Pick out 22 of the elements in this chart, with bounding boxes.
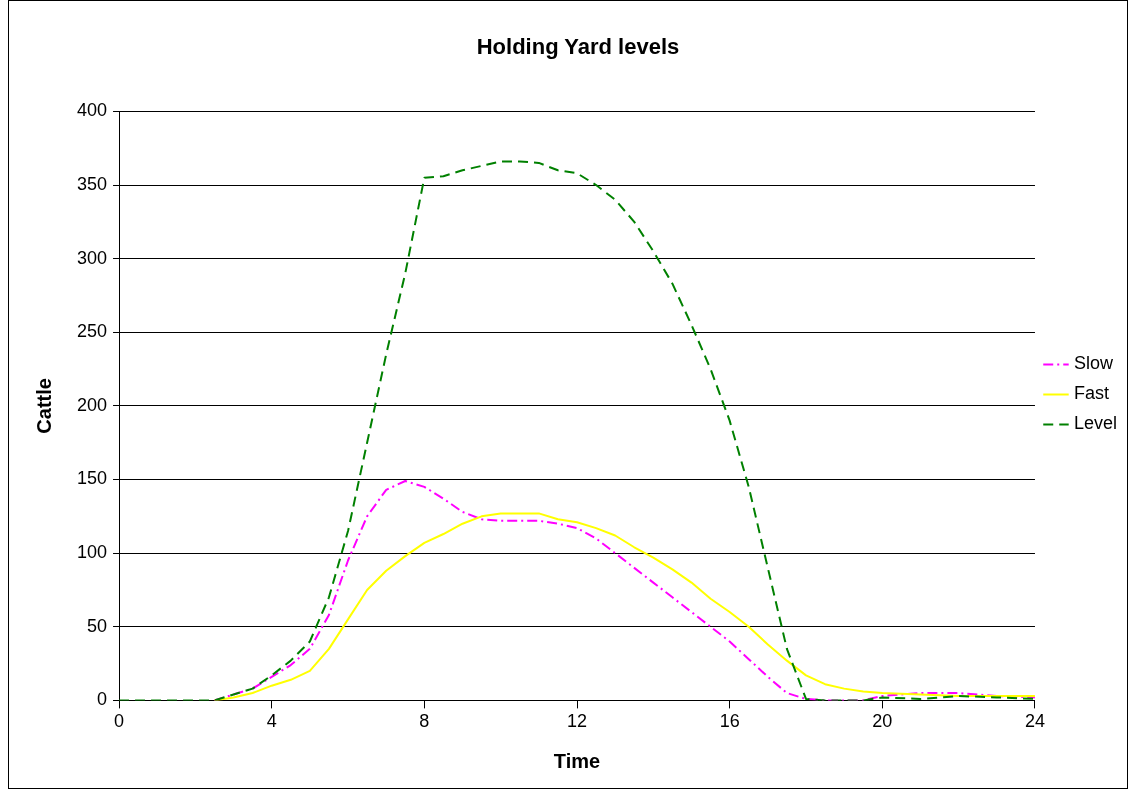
y-axis-title: Cattle bbox=[32, 378, 55, 434]
x-tick-label: 16 bbox=[719, 711, 740, 732]
y-tick-label: 400 bbox=[76, 100, 108, 121]
y-tick-label: 0 bbox=[97, 689, 108, 710]
x-tick-label: 12 bbox=[566, 711, 588, 732]
x-tick-label: 24 bbox=[1024, 711, 1045, 732]
y-tick-label: 300 bbox=[76, 247, 108, 268]
x-tick-label: 4 bbox=[266, 711, 277, 732]
y-tick-label: 50 bbox=[87, 615, 108, 636]
chart-title: Holding Yard levels bbox=[476, 34, 680, 60]
x-axis-title: Time bbox=[553, 749, 601, 772]
legend-label: Fast bbox=[1073, 383, 1109, 404]
legend-label: Level bbox=[1073, 413, 1117, 434]
x-tick-label: 8 bbox=[419, 711, 430, 732]
x-tick-label: 20 bbox=[872, 711, 893, 732]
y-tick-label: 100 bbox=[76, 542, 108, 563]
y-tick-label: 200 bbox=[76, 394, 108, 415]
y-tick-label: 250 bbox=[76, 321, 108, 342]
legend-label: Slow bbox=[1073, 353, 1114, 374]
y-tick-label: 150 bbox=[76, 468, 108, 489]
y-tick-label: 350 bbox=[76, 173, 108, 194]
x-tick-label: 0 bbox=[114, 711, 125, 732]
